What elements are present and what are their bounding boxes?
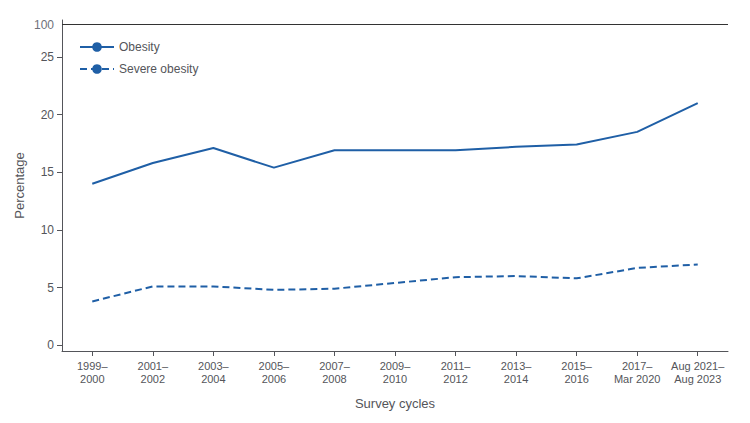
svg-text:2010: 2010: [383, 373, 407, 385]
svg-text:2003–: 2003–: [198, 360, 229, 372]
svg-text:2001–: 2001–: [138, 360, 169, 372]
svg-text:100: 100: [34, 18, 54, 32]
svg-text:2012: 2012: [443, 373, 467, 385]
svg-text:2000: 2000: [80, 373, 104, 385]
svg-text:2015–: 2015–: [561, 360, 592, 372]
svg-text:2011–: 2011–: [441, 360, 472, 372]
svg-text:Aug 2023: Aug 2023: [674, 373, 721, 385]
svg-text:0: 0: [47, 338, 54, 352]
svg-text:2005–: 2005–: [259, 360, 290, 372]
svg-text:Percentage: Percentage: [12, 152, 27, 219]
svg-text:2014: 2014: [504, 373, 528, 385]
svg-text:2009–: 2009–: [380, 360, 411, 372]
svg-text:20: 20: [41, 108, 55, 122]
svg-text:2008: 2008: [322, 373, 346, 385]
svg-text:15: 15: [41, 165, 55, 179]
svg-text:Obesity: Obesity: [119, 40, 160, 54]
svg-text:5: 5: [47, 281, 54, 295]
svg-text:Survey cycles: Survey cycles: [355, 396, 436, 411]
svg-text:2006: 2006: [262, 373, 286, 385]
svg-text:25: 25: [41, 50, 55, 64]
svg-text:2004: 2004: [201, 373, 225, 385]
svg-text:1999–: 1999–: [77, 360, 108, 372]
svg-text:2017–: 2017–: [622, 360, 653, 372]
svg-text:2016: 2016: [564, 373, 588, 385]
svg-text:2007–: 2007–: [319, 360, 350, 372]
svg-text:Mar 2020: Mar 2020: [614, 373, 660, 385]
svg-text:Aug 2021–: Aug 2021–: [671, 360, 725, 372]
svg-text:Severe obesity: Severe obesity: [119, 62, 198, 76]
svg-text:10: 10: [41, 223, 55, 237]
svg-text:2013–: 2013–: [501, 360, 532, 372]
svg-text:2002: 2002: [141, 373, 165, 385]
